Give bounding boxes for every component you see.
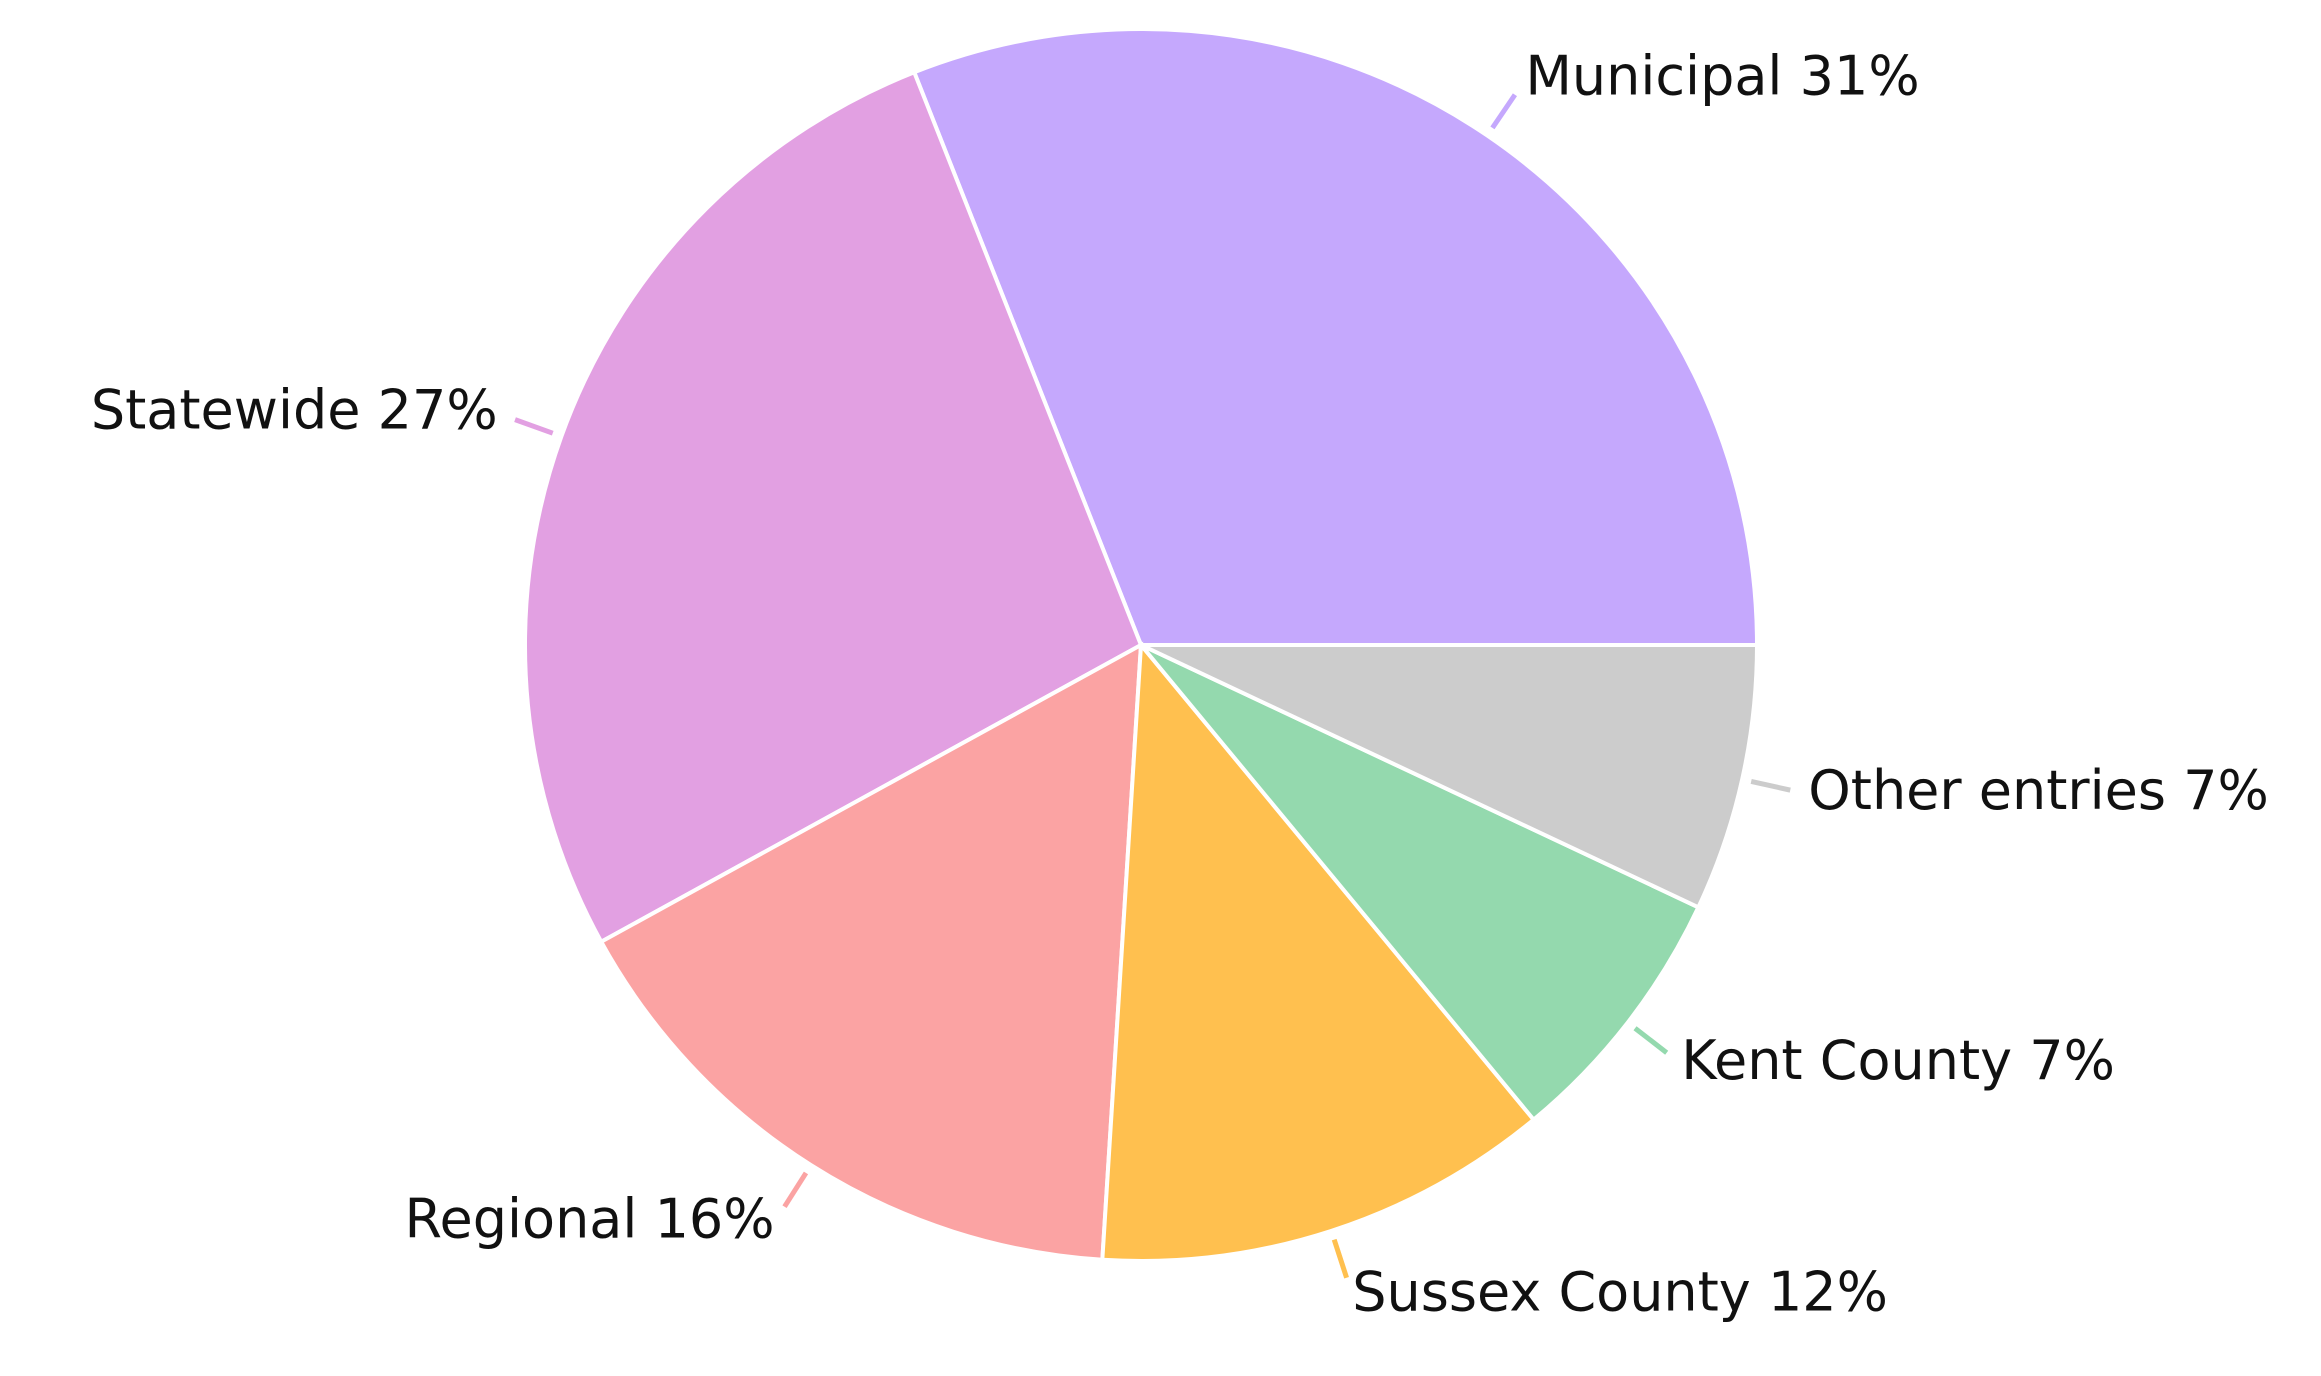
slice-label: Other entries 7% — [1808, 759, 2269, 822]
slice-value: 7% — [2183, 759, 2269, 822]
slice-label: Municipal 31% — [1525, 44, 1919, 107]
slice-name: Other entries — [1808, 759, 2166, 822]
leader-line — [782, 1171, 809, 1209]
slice-value: 31% — [1800, 44, 1920, 107]
slice-name: Municipal — [1525, 44, 1782, 107]
leader-line — [1490, 93, 1518, 130]
slice-label: Regional 16% — [404, 1187, 774, 1250]
pie-slice — [523, 69, 1144, 945]
pie-slice — [1100, 639, 1537, 1263]
leader-line — [1331, 1238, 1349, 1279]
pie-slice — [598, 641, 1144, 1262]
leader-line — [1750, 778, 1791, 793]
leader-line — [1633, 1026, 1669, 1055]
leader-line — [514, 417, 554, 436]
slice-label: Sussex County 12% — [1352, 1260, 1888, 1323]
slice-name: Statewide — [91, 378, 361, 441]
slice-value: 12% — [1768, 1260, 1888, 1323]
slice-name: Kent County — [1681, 1029, 2012, 1092]
pie-slice — [1139, 643, 1702, 1123]
pie-slice — [911, 27, 1760, 647]
slice-value: 7% — [2029, 1029, 2115, 1092]
slice-label: Kent County 7% — [1681, 1029, 2115, 1092]
pie-slice — [1140, 643, 1760, 910]
slice-value: 16% — [655, 1187, 775, 1250]
slice-name: Sussex County — [1352, 1260, 1751, 1323]
slice-label: Statewide 27% — [91, 378, 498, 441]
slice-name: Regional — [404, 1187, 637, 1250]
slice-value: 27% — [378, 378, 498, 441]
